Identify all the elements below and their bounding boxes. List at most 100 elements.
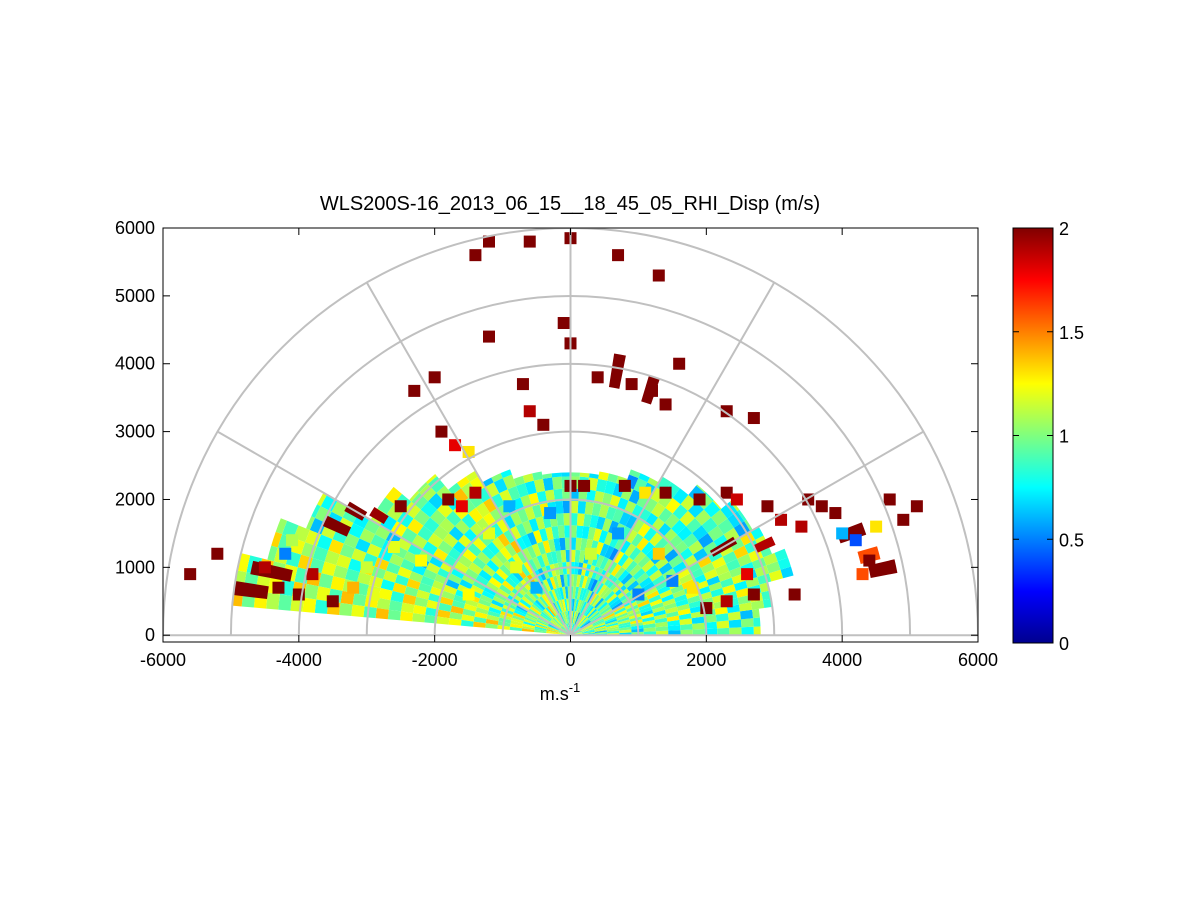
sector-cell [452,488,469,505]
sector-cell [306,516,315,530]
sector-cell [533,601,544,612]
sector-cell [717,518,734,535]
sector-cell [625,515,638,530]
data-cell [639,486,652,499]
sector-cell [579,619,591,628]
sector-cell [595,516,606,530]
sector-cell [587,608,598,619]
sector-cell [576,525,584,539]
data-cell [544,507,557,520]
data-cell [184,568,197,581]
sector-cell [571,598,575,611]
sector-cell [375,525,391,540]
sector-cell [680,494,697,511]
sector-cell [591,553,600,567]
sector-cell [691,616,705,624]
sector-cell [453,594,467,604]
colorbar-tick-label: 1.5 [1059,323,1084,343]
data-cell [612,249,625,262]
sector-cell [491,473,503,483]
sector-cell [513,609,527,617]
sector-cell [538,528,548,542]
sector-cell [474,611,488,619]
sector-cell [546,628,559,633]
sector-cell [667,619,681,627]
sector-cell [692,525,708,541]
sector-cell [594,582,605,595]
data-cell [462,588,475,601]
sector-cell [443,533,459,548]
x-tick-label: 2000 [686,650,726,670]
sector-cell [577,615,587,626]
sector-cell [648,594,662,604]
sector-cell [652,574,666,587]
sector-cell [623,576,637,589]
sector-cell [633,550,647,565]
sector-cell [654,556,669,570]
sector-cell [514,607,528,615]
data-cell [693,493,706,506]
sector-cell [713,534,730,550]
y-axis: 0 1000 2000 3000 4000 5000 6000 [115,218,978,645]
sector-cell [580,620,591,629]
sector-cell [678,613,692,620]
sector-cell [546,629,559,633]
sector-cell [441,590,456,601]
sector-cell [352,593,367,607]
sector-cell [546,630,559,634]
sector-cell [515,536,527,551]
sector-cell [533,630,547,634]
sector-cell [448,573,462,585]
sector-cell [733,580,748,591]
sector-cell [688,600,702,609]
sector-cell [523,621,536,627]
sector-cell [589,611,600,621]
sector-cell [460,619,474,627]
sector-cell [590,613,602,622]
sector-cell [704,621,718,629]
x-tick-label: 4000 [822,650,862,670]
sector-cell [490,522,504,538]
sector-cell [576,599,582,612]
sector-cell [550,620,561,629]
sector-cell [643,527,657,542]
sector-cell [521,547,533,562]
data-cell [483,235,495,248]
sector-cell [604,480,617,495]
sector-cell [426,562,441,575]
sector-cell [692,622,705,630]
sector-cell [532,556,542,570]
sector-cell [548,604,558,616]
sector-cell [677,608,691,616]
sector-cell [448,618,462,626]
x-tick-label: -6000 [140,650,186,670]
sector-cell [522,625,535,631]
sector-cell [563,611,568,624]
sector-cell [578,488,588,502]
sector-cell [737,509,747,522]
sector-cell [726,558,741,572]
sector-cell [422,541,438,556]
sector-cell [465,598,479,608]
sector-cell [470,584,484,595]
sector-cell [531,603,543,614]
sector-cell [400,558,415,572]
sector-cell [503,515,516,530]
sector-cell [666,615,680,622]
data-cell [788,588,801,601]
sector-cell [556,513,565,527]
sector-cell [687,595,701,604]
sector-cell [582,629,595,634]
sector-cell [649,598,663,607]
sector-cell [680,623,693,631]
sector-cell [753,626,761,636]
sector-cell [646,590,660,600]
sector-cell [494,550,508,565]
sector-cell [521,534,532,548]
sector-cell [304,583,319,600]
x-axis-label-sup: -1 [569,680,581,695]
sector-cell [370,534,386,549]
sector-cell [267,545,278,562]
data-cell [591,371,604,384]
sector-cell [475,574,489,587]
